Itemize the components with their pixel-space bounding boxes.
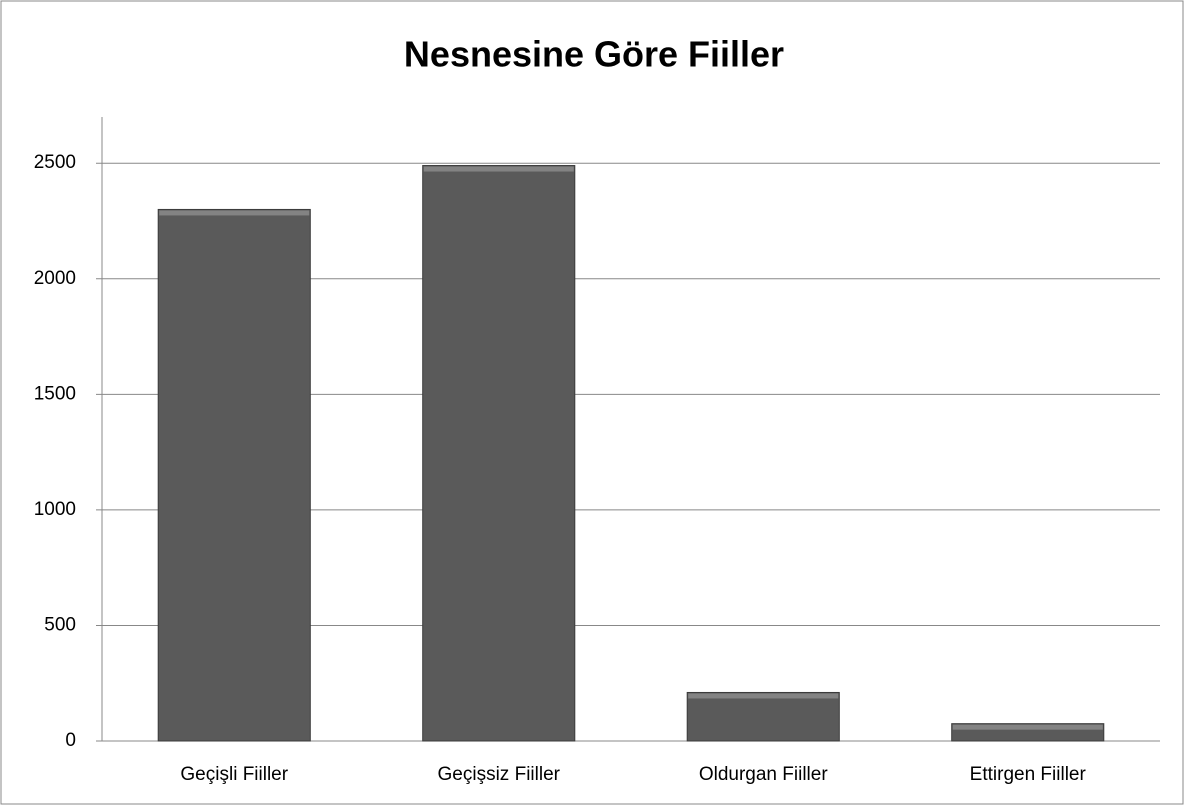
bar (422, 165, 576, 742)
bar-highlight (952, 724, 1103, 730)
y-tick-label: 500 (44, 614, 76, 635)
bar (951, 723, 1105, 742)
x-tick-label: Oldurgan Fiiller (699, 764, 828, 785)
chart-title: Nesnesine Göre Fiiller (404, 34, 784, 75)
y-tick-label: 1000 (34, 499, 76, 520)
y-tick-label: 0 (65, 730, 76, 751)
y-tick-label: 2500 (34, 152, 76, 173)
x-tick-label: Geçişli Fiiller (180, 764, 288, 785)
bar (157, 208, 311, 742)
y-tick-label: 1500 (34, 383, 76, 404)
bar (686, 691, 840, 742)
bar-highlight (159, 210, 310, 216)
bar-highlight (688, 693, 839, 699)
x-tick-label: Geçişsiz Fiiller (438, 764, 561, 785)
bar-highlight (423, 166, 574, 172)
x-tick-label: Ettirgen Fiiller (970, 764, 1087, 785)
y-tick-label: 2000 (34, 268, 76, 289)
